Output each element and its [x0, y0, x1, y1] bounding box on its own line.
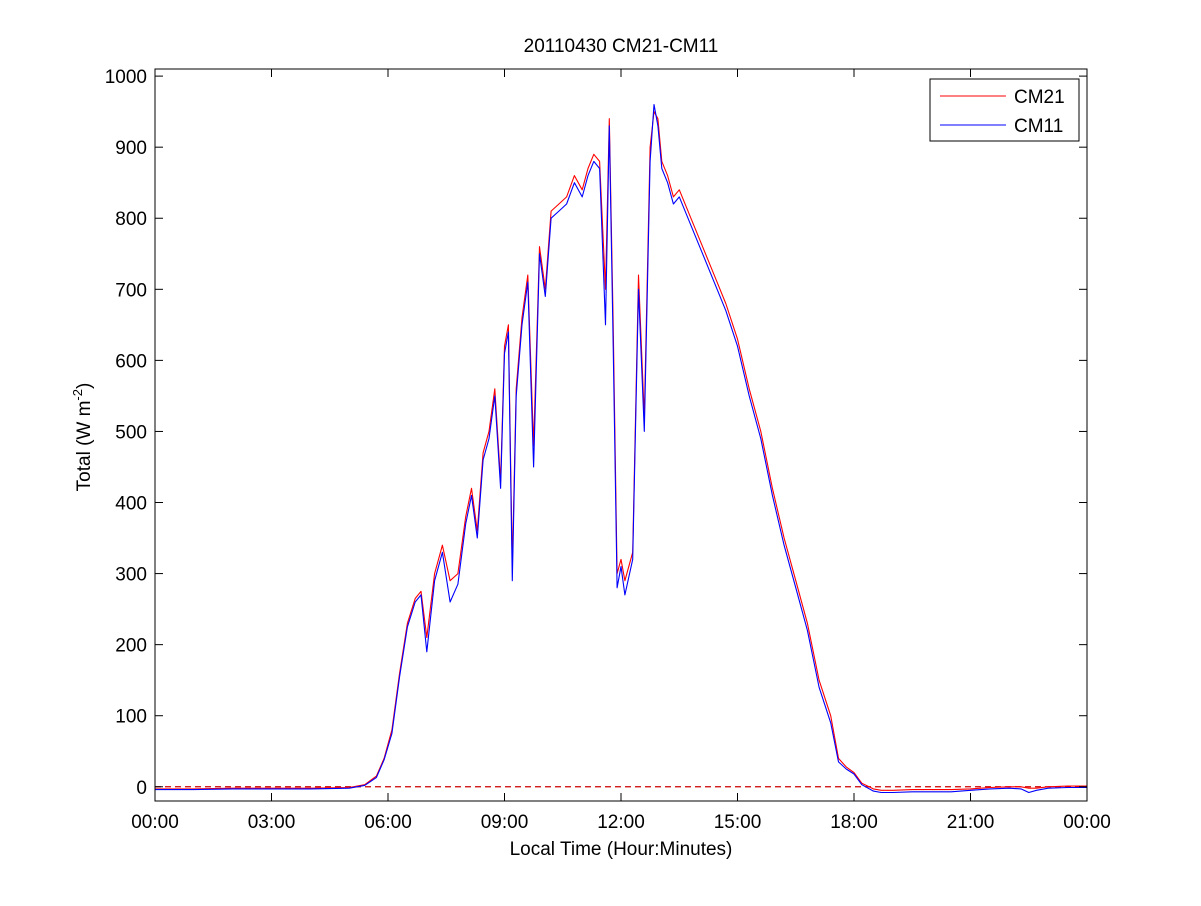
y-tick-label: 100	[115, 707, 147, 728]
legend-box	[929, 78, 1080, 142]
legend-label-cm21: CM21	[1014, 87, 1065, 108]
legend-label-cm11: CM11	[1014, 116, 1063, 137]
plot-area	[155, 69, 1087, 801]
series-line-cm11	[155, 103, 1087, 794]
y-tick-label: 400	[115, 494, 147, 515]
x-tick-label: 06:00	[364, 812, 412, 833]
x-tick-label: 03:00	[248, 812, 296, 833]
plot-background	[155, 69, 1087, 801]
x-tick-label: 15:00	[714, 812, 762, 833]
y-tick-label: 700	[115, 280, 147, 301]
y-axis-label-close: )	[74, 383, 95, 389]
x-tick-label: 00:00	[131, 812, 179, 833]
legend: CM21 CM11	[929, 78, 1080, 142]
y-tick-label: 800	[115, 209, 147, 230]
x-tick-label: 12:00	[597, 812, 645, 833]
y-tick-label: 500	[115, 422, 147, 443]
x-tick-label: 21:00	[947, 812, 995, 833]
axes: 00:00 03:00 06:00 09:00 12:00 15:00 18:00 21:00…	[105, 67, 1111, 833]
y-axis-label: Total (W m-2)	[70, 383, 95, 492]
x-tick-label: 09:00	[481, 812, 529, 833]
y-axis-label-superscript: -2	[70, 389, 85, 401]
y-tick-label: 600	[115, 351, 147, 372]
y-tick-label: 300	[115, 565, 147, 586]
y-tick-label: 0	[136, 778, 147, 799]
x-tick-label: 00:00	[1063, 812, 1111, 833]
y-tick-label: 1000	[105, 67, 147, 88]
x-tick-label: 18:00	[830, 812, 878, 833]
y-tick-label: 900	[115, 138, 147, 159]
y-axis-label-main: Total (W m	[74, 401, 95, 492]
chart-title: 20110430 CM21-CM11	[524, 36, 719, 57]
x-axis-label: Local Time (Hour:Minutes)	[510, 839, 733, 860]
y-tick-label: 200	[115, 636, 147, 657]
